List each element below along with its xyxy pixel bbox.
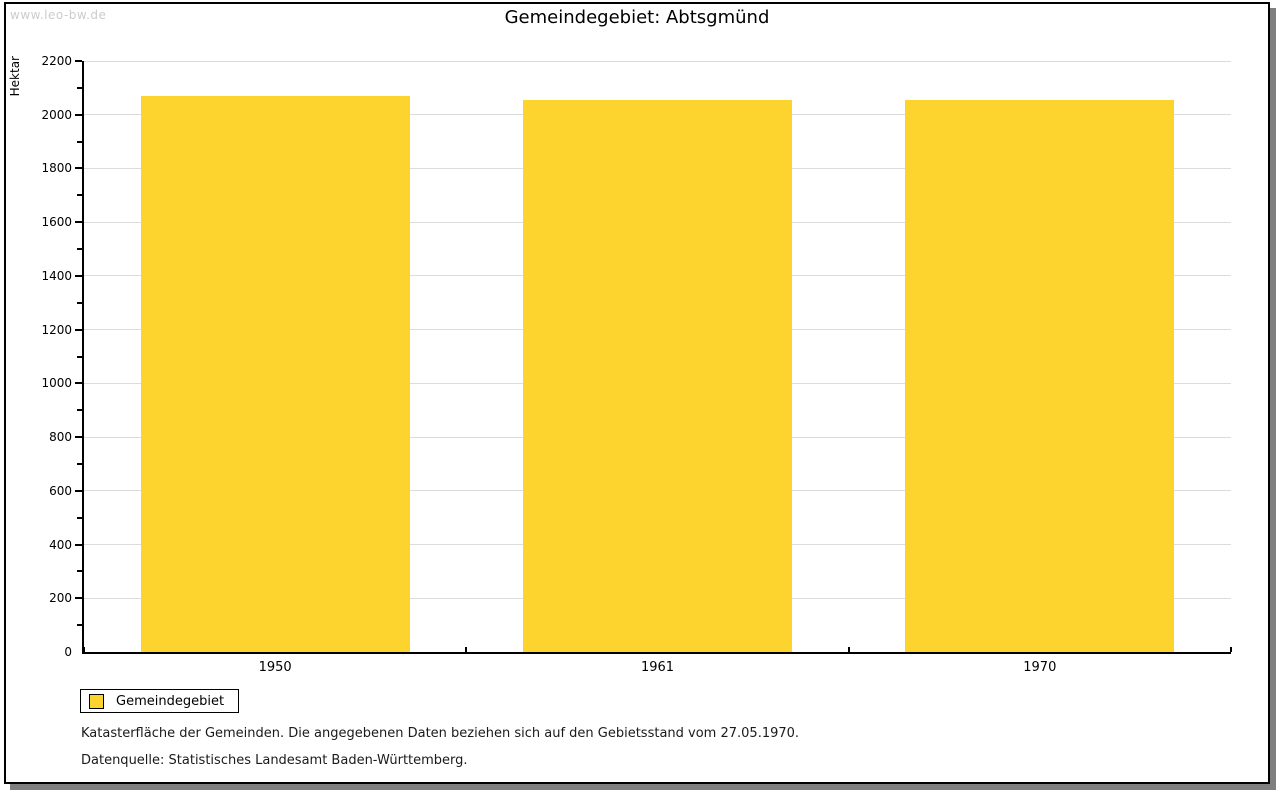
- x-axis-tick: [848, 647, 850, 652]
- y-axis-major-tick: [75, 221, 82, 224]
- y-axis-major-tick: [75, 60, 82, 62]
- y-axis-major-tick: [75, 382, 82, 385]
- legend: Gemeindegebiet: [80, 689, 240, 713]
- y-tick-label: 200: [49, 591, 72, 606]
- x-axis-tick: [83, 647, 85, 652]
- y-axis-minor-tick: [77, 140, 82, 143]
- y-axis-title: Hektar: [8, 56, 22, 97]
- y-tick-label: 2200: [41, 54, 72, 68]
- y-axis-major-tick: [75, 328, 82, 331]
- x-axis-tick: [465, 647, 467, 652]
- y-axis-minor-tick: [77, 248, 82, 251]
- y-tick-label: 800: [49, 430, 72, 445]
- y-axis-minor-tick: [77, 624, 82, 627]
- y-axis-major-tick: [75, 113, 82, 116]
- y-axis-minor-tick: [77, 409, 82, 412]
- bar-1961: [523, 99, 792, 652]
- y-axis-minor-tick: [77, 194, 82, 197]
- footnote-line-1: Katasterfläche der Gemeinden. Die angege…: [81, 726, 800, 741]
- watermark: www.leo-bw.de: [10, 8, 107, 22]
- y-axis-major-tick: [75, 436, 82, 439]
- plot-area: 0 200 400 600 800 1000 1200 1400 1600 1800 2000 220…: [41, 54, 1232, 675]
- y-axis-minor-tick: [77, 462, 82, 465]
- chart-title: Gemeindegebiet: Abtsgmünd: [504, 7, 770, 28]
- y-axis-minor-tick: [77, 355, 82, 358]
- x-axis-tick: [1230, 647, 1232, 652]
- y-axis-minor-tick: [77, 86, 82, 89]
- y-axis-minor-tick: [77, 570, 82, 573]
- x-category-label: 1950: [258, 660, 292, 675]
- y-tick-label: 1200: [41, 322, 72, 337]
- y-axis-major-tick: [75, 489, 82, 492]
- chart-frame: www.leo-bw.de Gemeindegebiet: Abtsgmünd …: [4, 2, 1270, 784]
- y-tick-label: 1600: [41, 215, 72, 230]
- y-axis-minor-tick: [77, 516, 82, 519]
- y-tick-label: 2000: [41, 107, 72, 122]
- y-tick-label: 1800: [41, 161, 72, 176]
- footnote-line-2: Datenquelle: Statistisches Landesamt Bad…: [81, 753, 468, 768]
- legend-label: Gemeindegebiet: [116, 693, 225, 709]
- y-axis-major-tick: [75, 543, 82, 546]
- y-tick-label: 400: [49, 537, 72, 552]
- gridline: [84, 60, 1231, 62]
- bar-1970: [905, 99, 1174, 652]
- x-category-label: 1970: [1023, 660, 1057, 675]
- y-tick-label: 1000: [41, 376, 72, 391]
- legend-swatch: [89, 693, 104, 709]
- y-axis-major-tick: [75, 274, 82, 277]
- y-tick-label: 1400: [41, 268, 72, 283]
- y-tick-label: 600: [49, 483, 72, 498]
- y-axis-minor-tick: [77, 301, 82, 304]
- y-axis-major-tick: [75, 597, 82, 600]
- y-tick-label: 0: [64, 645, 72, 659]
- x-category-label: 1961: [640, 660, 675, 675]
- bar-1950: [141, 96, 410, 652]
- y-axis-major-tick: [75, 167, 82, 170]
